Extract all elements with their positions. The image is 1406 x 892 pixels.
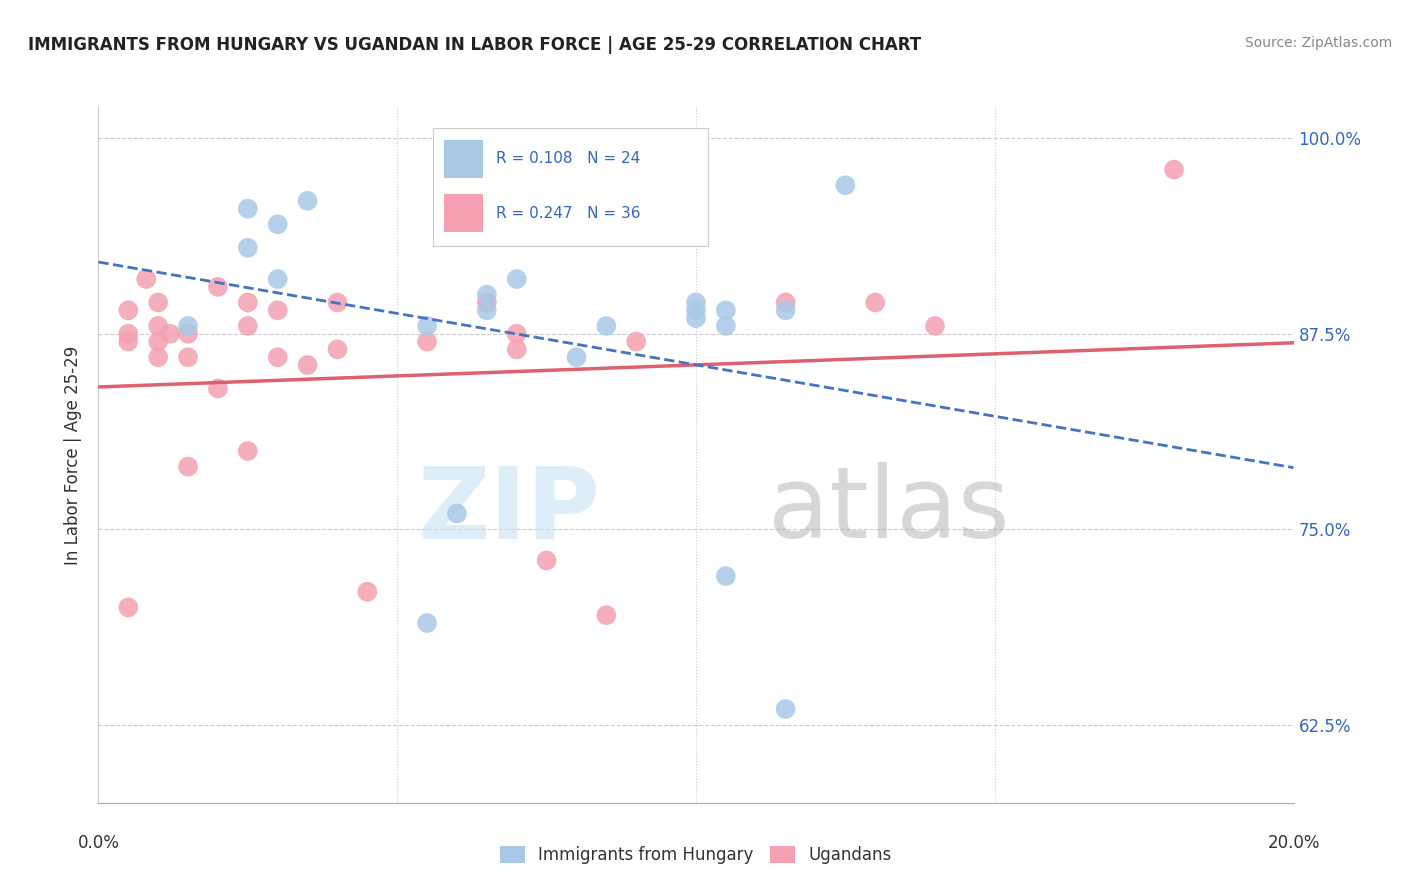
Point [595, 608, 617, 623]
Point [416, 615, 439, 630]
Point [207, 280, 229, 294]
Point [506, 272, 529, 286]
Point [236, 318, 259, 333]
Point [135, 272, 157, 286]
Point [595, 318, 617, 333]
Point [177, 318, 200, 333]
Point [148, 295, 170, 310]
Point [177, 326, 200, 341]
Point [865, 295, 887, 310]
Point [117, 600, 139, 615]
Point [326, 295, 349, 310]
Point [236, 202, 259, 216]
Point [775, 295, 797, 310]
Point [685, 303, 707, 318]
Point [117, 326, 139, 341]
Point [775, 702, 797, 716]
Point [148, 334, 170, 349]
Point [236, 444, 259, 458]
Point [148, 350, 170, 364]
Point [1163, 162, 1185, 177]
Point [685, 311, 707, 326]
Point [685, 295, 707, 310]
Point [267, 303, 290, 318]
Point [356, 584, 378, 599]
Point [148, 318, 170, 333]
Point [475, 303, 498, 318]
Point [159, 326, 181, 341]
Text: atlas: atlas [768, 462, 1010, 559]
Point [595, 217, 617, 231]
Text: Source: ZipAtlas.com: Source: ZipAtlas.com [1244, 36, 1392, 50]
Point [506, 326, 529, 341]
Point [775, 303, 797, 318]
Point [446, 507, 468, 521]
Point [626, 334, 648, 349]
Y-axis label: In Labor Force | Age 25-29: In Labor Force | Age 25-29 [65, 345, 83, 565]
Point [924, 318, 946, 333]
Point [267, 272, 290, 286]
Point [714, 569, 737, 583]
Text: 20.0%: 20.0% [1267, 834, 1320, 852]
Point [207, 382, 229, 396]
Point [565, 350, 588, 364]
Point [416, 318, 439, 333]
Point [475, 287, 498, 301]
Point [834, 178, 856, 193]
Point [506, 343, 529, 357]
Point [117, 303, 139, 318]
Point [177, 350, 200, 364]
Point [236, 295, 259, 310]
Point [267, 350, 290, 364]
Text: ZIP: ZIP [418, 462, 600, 559]
Text: IMMIGRANTS FROM HUNGARY VS UGANDAN IN LABOR FORCE | AGE 25-29 CORRELATION CHART: IMMIGRANTS FROM HUNGARY VS UGANDAN IN LA… [28, 36, 921, 54]
Point [714, 303, 737, 318]
Point [297, 358, 319, 372]
Legend: Immigrants from Hungary, Ugandans: Immigrants from Hungary, Ugandans [494, 839, 898, 871]
Point [177, 459, 200, 474]
Point [267, 217, 290, 231]
Point [297, 194, 319, 208]
Point [714, 318, 737, 333]
Point [536, 553, 558, 567]
Point [326, 343, 349, 357]
Point [416, 334, 439, 349]
Text: 0.0%: 0.0% [77, 834, 120, 852]
Point [117, 334, 139, 349]
Point [475, 295, 498, 310]
Point [236, 241, 259, 255]
